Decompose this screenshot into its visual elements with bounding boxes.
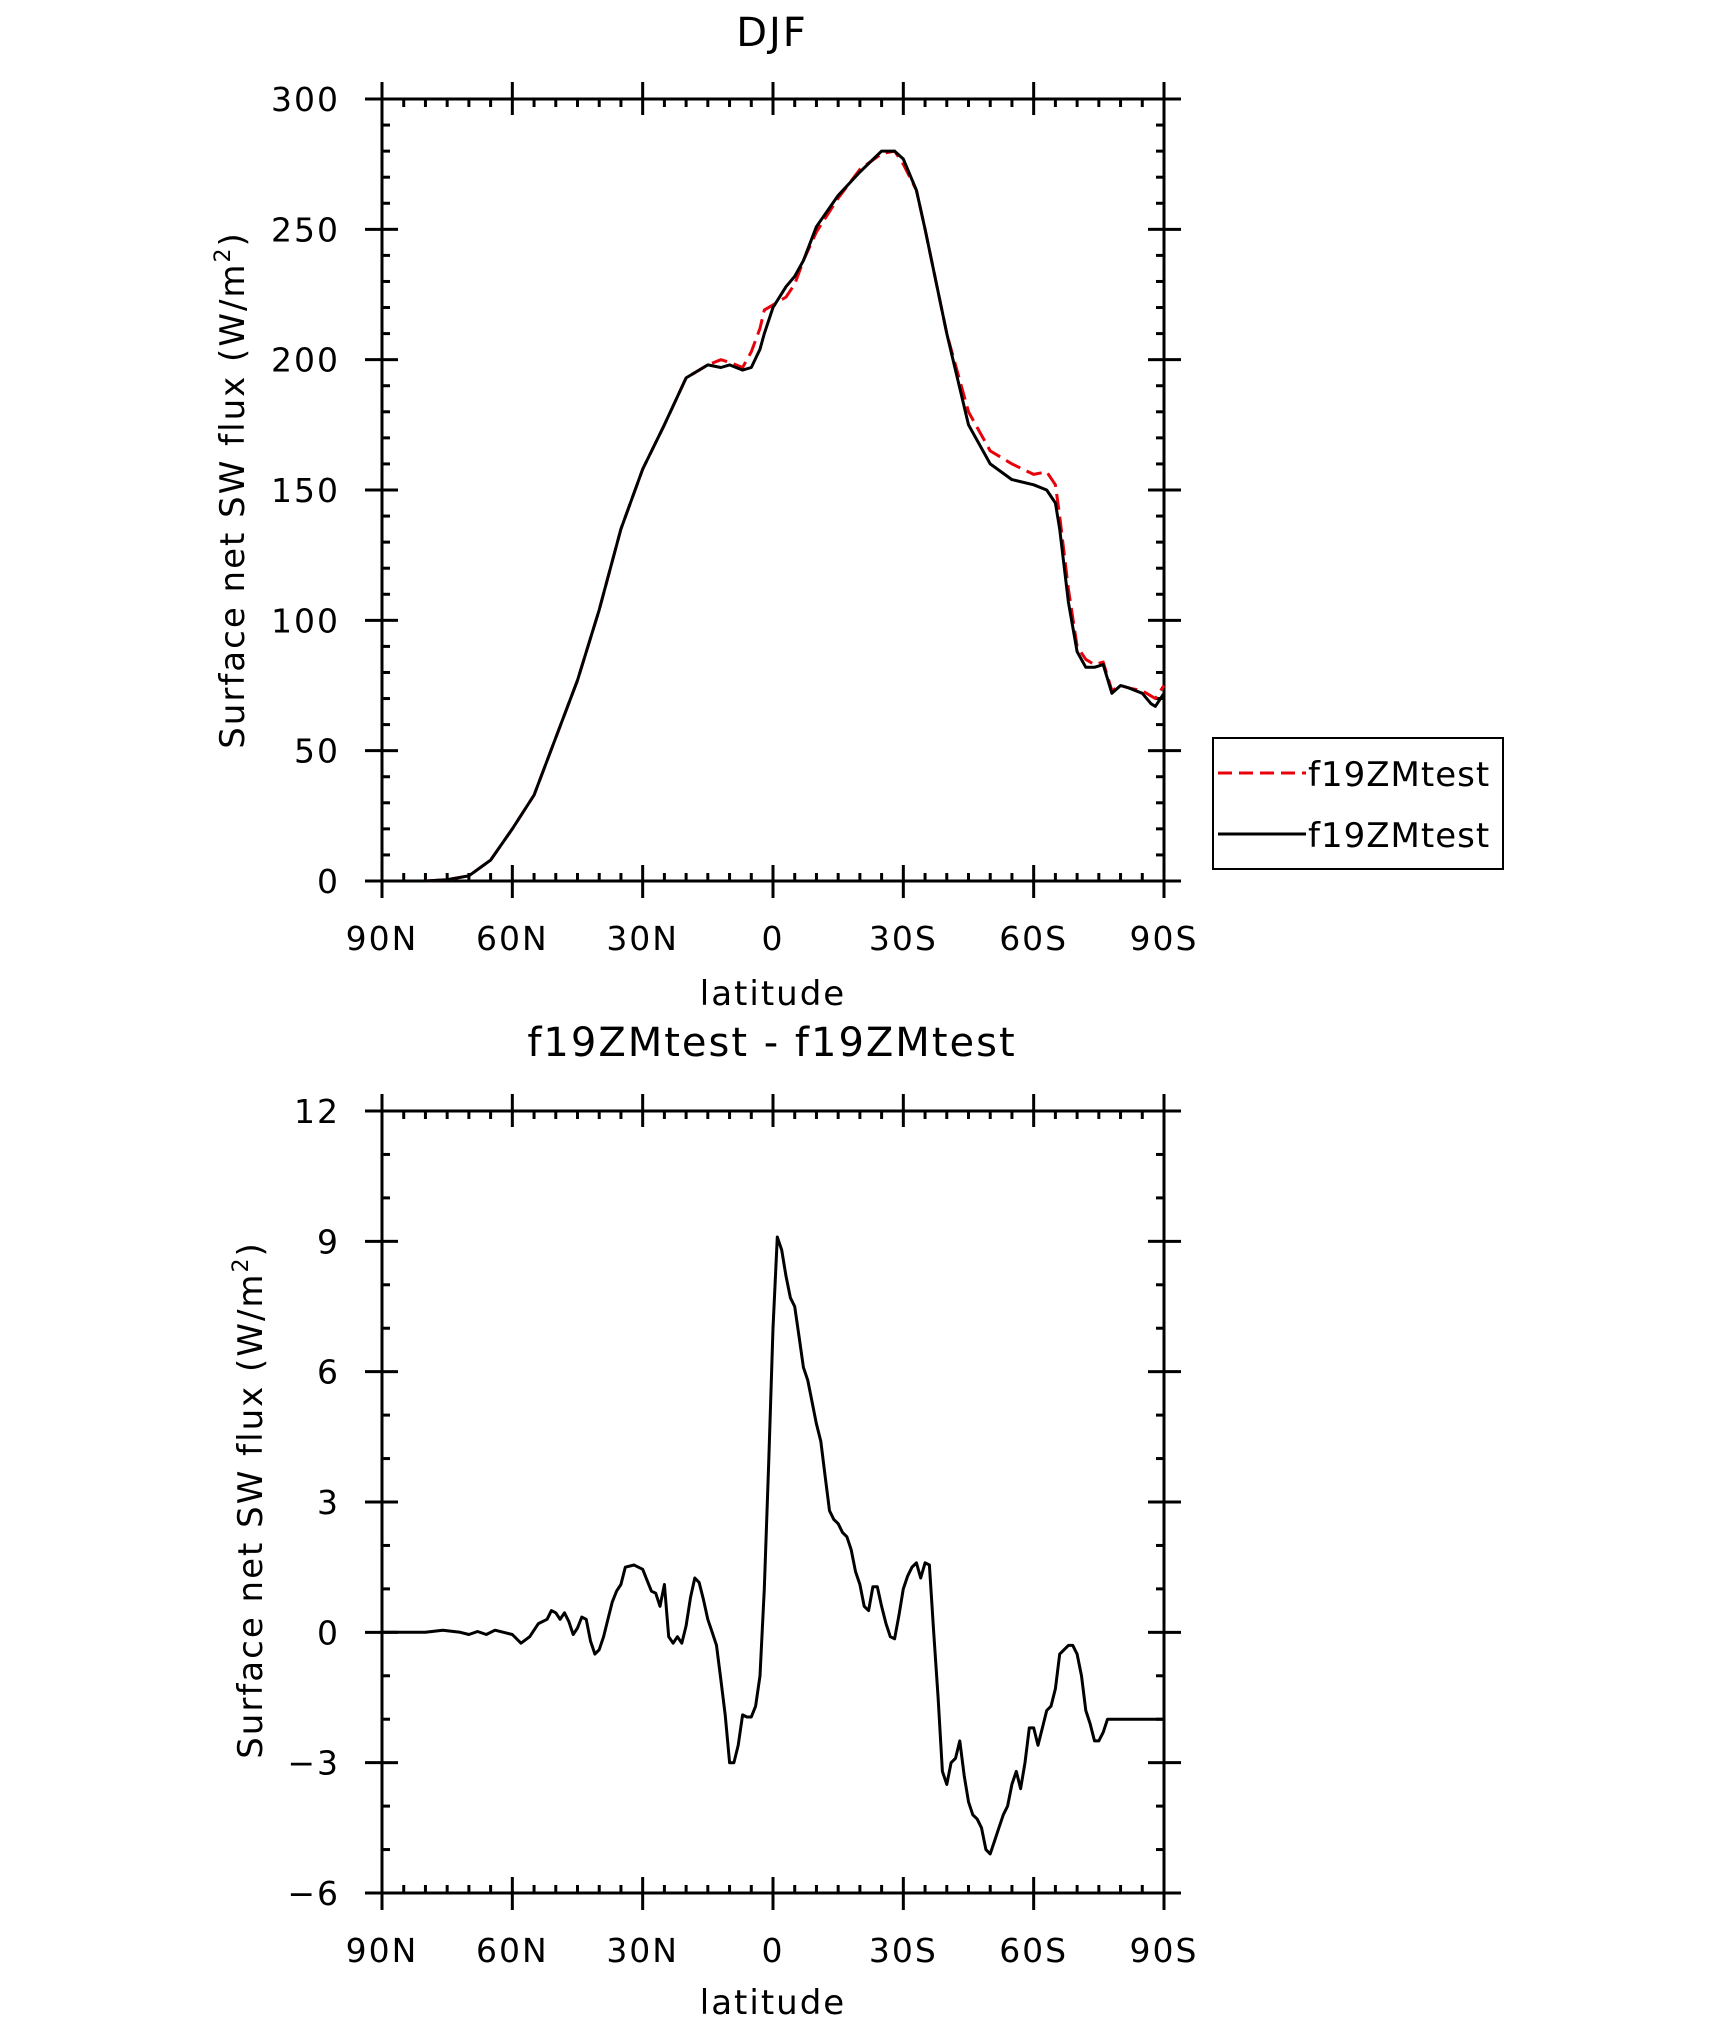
y-tick-label: 150 (271, 471, 340, 510)
y-axis-label-close: ) (231, 1241, 271, 1256)
y-tick-label: 3 (317, 1483, 340, 1522)
djf-panel: DJF 90N 60N 30N 0 30S 60S 90S 0 50 100 150 200 250 30… (211, 10, 1504, 1014)
series-line-solid (382, 149, 1166, 883)
x-tick-label: 60S (999, 919, 1068, 958)
difference-panel: f19ZMtest - f19ZMtest 90N 60N 30N 0 30S 60S 90… (229, 1020, 1199, 2021)
y-tick-label: 0 (317, 862, 340, 901)
x-axis-label: latitude (700, 974, 846, 1014)
y-tick-label: 200 (271, 341, 340, 380)
x-tick-label: 0 (762, 1931, 785, 1970)
x-tick-label: 30N (606, 919, 679, 958)
axis-ticks: 90N 60N 30N 0 30S 60S 90S 0 50 100 150 200 250 300 (271, 80, 1199, 958)
y-axis-label-text: Surface net SW flux (W/m (213, 262, 253, 748)
y-tick-label: 0 (317, 1613, 340, 1652)
y-axis-label-close: ) (213, 231, 253, 246)
y-axis-label: Surface net SW flux (W/m2) (229, 1241, 271, 1759)
chart-title: f19ZMtest - f19ZMtest (527, 1020, 1016, 1066)
y-tick-label: 250 (271, 210, 340, 249)
series-lines (382, 149, 1166, 883)
y-tick-label: 100 (271, 601, 340, 640)
plot-frame (380, 1109, 1166, 1895)
y-tick-label: 300 (271, 80, 340, 119)
x-tick-label: 30N (606, 1931, 679, 1970)
y-axis-label-text: Surface net SW flux (W/m (231, 1272, 271, 1758)
x-tick-label: 90S (1130, 1931, 1199, 1970)
x-tick-label: 60S (999, 1931, 1068, 1970)
y-axis-label-superscript: 2 (211, 246, 236, 262)
y-tick-label: 6 (317, 1353, 340, 1392)
y-tick-label: −3 (287, 1744, 340, 1783)
legend-label: f19ZMtest (1308, 816, 1490, 856)
x-tick-label: 30S (869, 1931, 938, 1970)
x-axis-label: latitude (700, 1983, 846, 2021)
chart-title: DJF (736, 10, 808, 56)
x-tick-label: 90S (1130, 919, 1199, 958)
series-lines (382, 1235, 1164, 1856)
axis-ticks: 90N 60N 30N 0 30S 60S 90S −6 −3 0 3 6 9 12 (287, 1092, 1199, 1970)
y-axis-label: Surface net SW flux (W/m2) (211, 231, 253, 749)
x-tick-label: 90N (346, 919, 419, 958)
y-tick-label: 9 (317, 1222, 340, 1261)
x-tick-label: 0 (762, 919, 785, 958)
y-tick-label: 12 (294, 1092, 340, 1131)
legend-box (1212, 737, 1504, 870)
y-tick-label: −6 (287, 1874, 340, 1913)
x-tick-label: 60N (476, 1931, 549, 1970)
legend-label: f19ZMtest (1308, 755, 1490, 795)
series-line-dashed (382, 149, 1166, 883)
x-tick-label: 30S (869, 919, 938, 958)
y-axis-label-superscript: 2 (229, 1256, 254, 1272)
series-line-solid (382, 1235, 1164, 1856)
x-tick-label: 90N (346, 1931, 419, 1970)
y-tick-label: 50 (294, 732, 340, 771)
legend: f19ZMtest f19ZMtest (1212, 737, 1504, 870)
x-tick-label: 60N (476, 919, 549, 958)
